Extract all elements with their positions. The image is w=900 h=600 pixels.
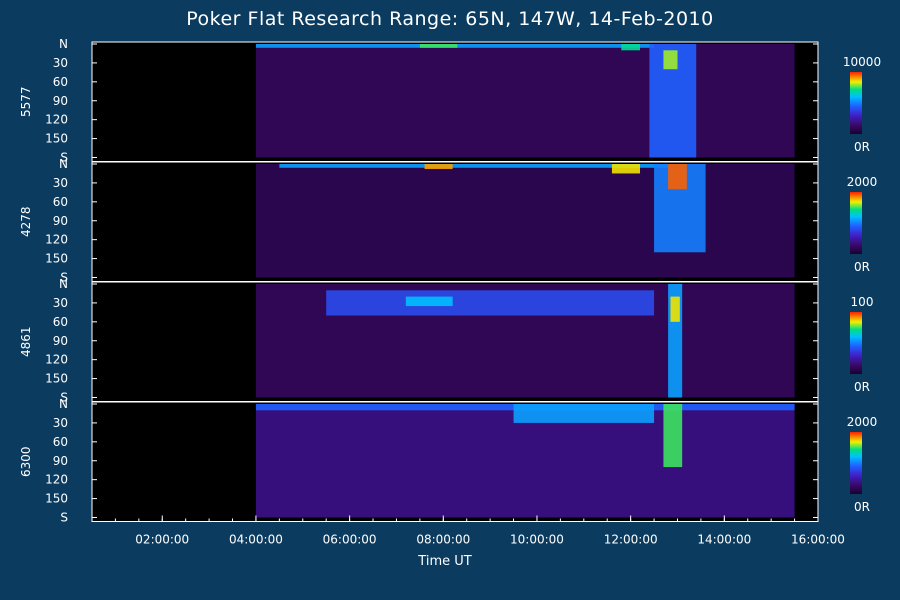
y-tick-label: 120	[45, 353, 68, 367]
y-tick-label: 90	[53, 214, 68, 228]
x-tick-label: 10:00:00	[510, 533, 564, 547]
x-tick-label: 14:00:00	[697, 533, 751, 547]
colorbar-min-4861: 0R	[854, 380, 870, 394]
panel-4278-feature	[424, 164, 453, 170]
panel-4278-feature	[611, 164, 641, 174]
y-tick-label: S	[60, 271, 68, 285]
panel-4278-feature	[668, 164, 687, 190]
colorbar-4278	[850, 192, 862, 254]
y-tick-label: 60	[53, 315, 68, 329]
panel-4278-feature	[255, 164, 795, 278]
y-tick-label: 90	[53, 334, 68, 348]
wavelength-label-4861: 4861	[19, 326, 33, 357]
panel-4861-feature	[326, 290, 655, 316]
x-tick-label: 16:00:00	[791, 533, 845, 547]
colorbar-max-4861: 100	[851, 295, 874, 309]
colorbar-min-6300: 0R	[854, 500, 870, 514]
colorbar-min-5577: 0R	[854, 140, 870, 154]
y-tick-label: N	[59, 277, 68, 291]
panel-5577-feature	[663, 50, 678, 70]
panel-4861-feature	[670, 296, 680, 322]
panel-4861-feature	[405, 296, 453, 307]
y-tick-label: 120	[45, 233, 68, 247]
colorbar-max-5577: 10000	[843, 55, 881, 69]
x-axis-label: Time UT	[418, 554, 472, 569]
y-tick-label: S	[60, 151, 68, 165]
y-tick-label: S	[60, 511, 68, 525]
panel-5577-feature	[255, 44, 795, 158]
wavelength-label-6300: 6300	[19, 446, 33, 477]
y-tick-label: 60	[53, 435, 68, 449]
panel-6300-feature	[663, 404, 683, 468]
y-tick-label: 60	[53, 195, 68, 209]
y-tick-label: N	[59, 397, 68, 411]
x-tick-label: 04:00:00	[229, 533, 283, 547]
x-tick-label: 06:00:00	[323, 533, 377, 547]
y-tick-label: 30	[53, 416, 68, 430]
panel-5577-feature	[419, 44, 458, 48]
y-tick-label: 30	[53, 296, 68, 310]
x-tick-label: 08:00:00	[416, 533, 470, 547]
y-tick-label: 150	[45, 132, 68, 146]
panel-6300-feature	[513, 404, 655, 423]
y-tick-label: 90	[53, 94, 68, 108]
colorbar-min-4278: 0R	[854, 260, 870, 274]
y-tick-label: 150	[45, 492, 68, 506]
colorbar-4861	[850, 312, 862, 374]
y-tick-label: 120	[45, 473, 68, 487]
panel-6300-frame	[91, 401, 819, 522]
panel-5577-feature	[621, 44, 641, 51]
y-tick-label: 30	[53, 176, 68, 190]
panel-4278-feature	[279, 164, 669, 168]
y-tick-label: N	[59, 37, 68, 51]
y-tick-label: S	[60, 391, 68, 405]
y-tick-label: 150	[45, 372, 68, 386]
colorbar-max-6300: 2000	[847, 415, 878, 429]
y-tick-label: 90	[53, 454, 68, 468]
y-tick-label: 30	[53, 56, 68, 70]
x-tick-label: 12:00:00	[604, 533, 658, 547]
wavelength-label-4278: 4278	[19, 206, 33, 237]
y-tick-label: 120	[45, 113, 68, 127]
y-tick-label: 60	[53, 75, 68, 89]
y-tick-label: N	[59, 157, 68, 171]
colorbar-5577	[850, 72, 862, 134]
colorbar-max-4278: 2000	[847, 175, 878, 189]
y-tick-label: 150	[45, 252, 68, 266]
colorbar-6300	[850, 432, 862, 494]
wavelength-label-5577: 5577	[19, 86, 33, 117]
chart-title: Poker Flat Research Range: 65N, 147W, 14…	[186, 8, 714, 30]
x-tick-label: 02:00:00	[135, 533, 189, 547]
